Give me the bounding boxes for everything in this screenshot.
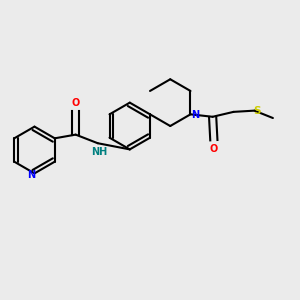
Text: NH: NH [91,147,107,157]
Text: S: S [253,106,261,116]
Text: N: N [191,110,199,120]
Text: N: N [27,170,35,180]
Text: O: O [210,144,218,154]
Text: O: O [71,98,80,108]
